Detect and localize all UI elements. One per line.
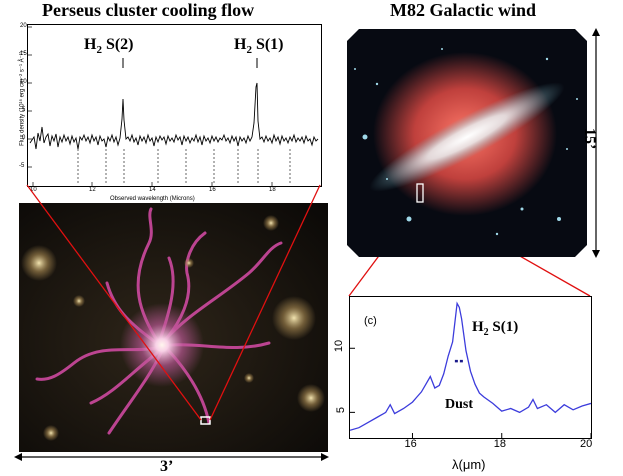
perseus-xtick-0: 10 bbox=[30, 187, 37, 193]
spectrum-c-panel: (c) H2 S(1) Dust bbox=[349, 296, 592, 439]
chart-c-xtick-label-2: 20 bbox=[580, 438, 593, 450]
chart-c-ytick-label-1: 10 bbox=[333, 340, 346, 353]
h2s1-label-rest: S(1) bbox=[251, 36, 284, 53]
perseus-ytick-2: 10 bbox=[20, 79, 27, 85]
h2s1-c-h: H bbox=[472, 319, 484, 335]
m82-image bbox=[347, 29, 587, 257]
h2s2-label-sub: 2 bbox=[96, 44, 102, 57]
perseus-xtick-3: 16 bbox=[209, 187, 216, 193]
perseus-ytick-0: 20 bbox=[20, 23, 27, 29]
perseus-spectrum-dashes bbox=[77, 149, 291, 185]
chart-c-xtick-label-1: 18 bbox=[493, 438, 506, 450]
h2s2-label: H2 S(2) bbox=[84, 36, 134, 56]
h2s2-label-h: H bbox=[84, 36, 97, 53]
right-title: M82 Galactic wind bbox=[390, 0, 536, 20]
h2s1-label-sub: 2 bbox=[246, 44, 252, 57]
perseus-xtick-2: 14 bbox=[149, 187, 156, 193]
perseus-ytick-5: -5 bbox=[19, 163, 25, 169]
bottom-scale-label: 3’ bbox=[160, 458, 174, 475]
perseus-xlabel: Observed wavelength (Microns) bbox=[110, 196, 195, 202]
perseus-image-svg bbox=[19, 203, 328, 452]
right-scale-arrow bbox=[592, 28, 600, 258]
spectrum-c-svg bbox=[349, 301, 592, 438]
h2s1-c-rest: S(1) bbox=[488, 319, 519, 335]
chart-c-xlabel: λ(μm) bbox=[452, 457, 486, 472]
perseus-region-box bbox=[200, 416, 211, 425]
h2s2-label-rest: S(2) bbox=[101, 36, 134, 53]
chart-c-xtick-label-0: 16 bbox=[404, 438, 417, 450]
m82-stars bbox=[354, 48, 578, 236]
chart-c-ytick-label-0: 5 bbox=[335, 407, 348, 414]
perseus-xtick-4: 18 bbox=[269, 187, 276, 193]
right-scale-label: 15’ bbox=[581, 128, 598, 150]
panel-c-label: (c) bbox=[364, 315, 377, 327]
h2s1-c-label: H2 S(1) bbox=[472, 319, 518, 338]
m82-image-svg bbox=[347, 29, 587, 257]
spectrum-c-line bbox=[349, 301, 592, 431]
perseus-ytick-3: 5 bbox=[22, 107, 26, 113]
perseus-spectrum-trace bbox=[29, 82, 319, 150]
perseus-core bbox=[120, 303, 204, 387]
dust-label: Dust bbox=[445, 397, 474, 412]
perseus-ytick-4: 0 bbox=[22, 135, 26, 141]
perseus-ylabel: Flux density (10¹⁶ erg cm⁻² s⁻¹ Å⁻¹) bbox=[19, 51, 26, 146]
h2s1-c-sub: 2 bbox=[483, 327, 489, 338]
perseus-cluster-image bbox=[19, 203, 328, 452]
perseus-xtick-1: 12 bbox=[89, 187, 96, 193]
h2s1-label-h: H bbox=[234, 36, 247, 53]
perseus-spectrum-svg bbox=[28, 26, 319, 186]
perseus-spectrum-panel: H2 S(2) H2 S(1) bbox=[27, 24, 322, 187]
perseus-ytick-1: 15 bbox=[20, 51, 27, 57]
m82-disk bbox=[369, 82, 565, 192]
left-title: Perseus cluster cooling flow bbox=[42, 0, 255, 20]
bottom-scale-arrow bbox=[14, 453, 329, 461]
h2s1-label: H2 S(1) bbox=[234, 36, 284, 56]
m82-region-box bbox=[416, 183, 424, 203]
